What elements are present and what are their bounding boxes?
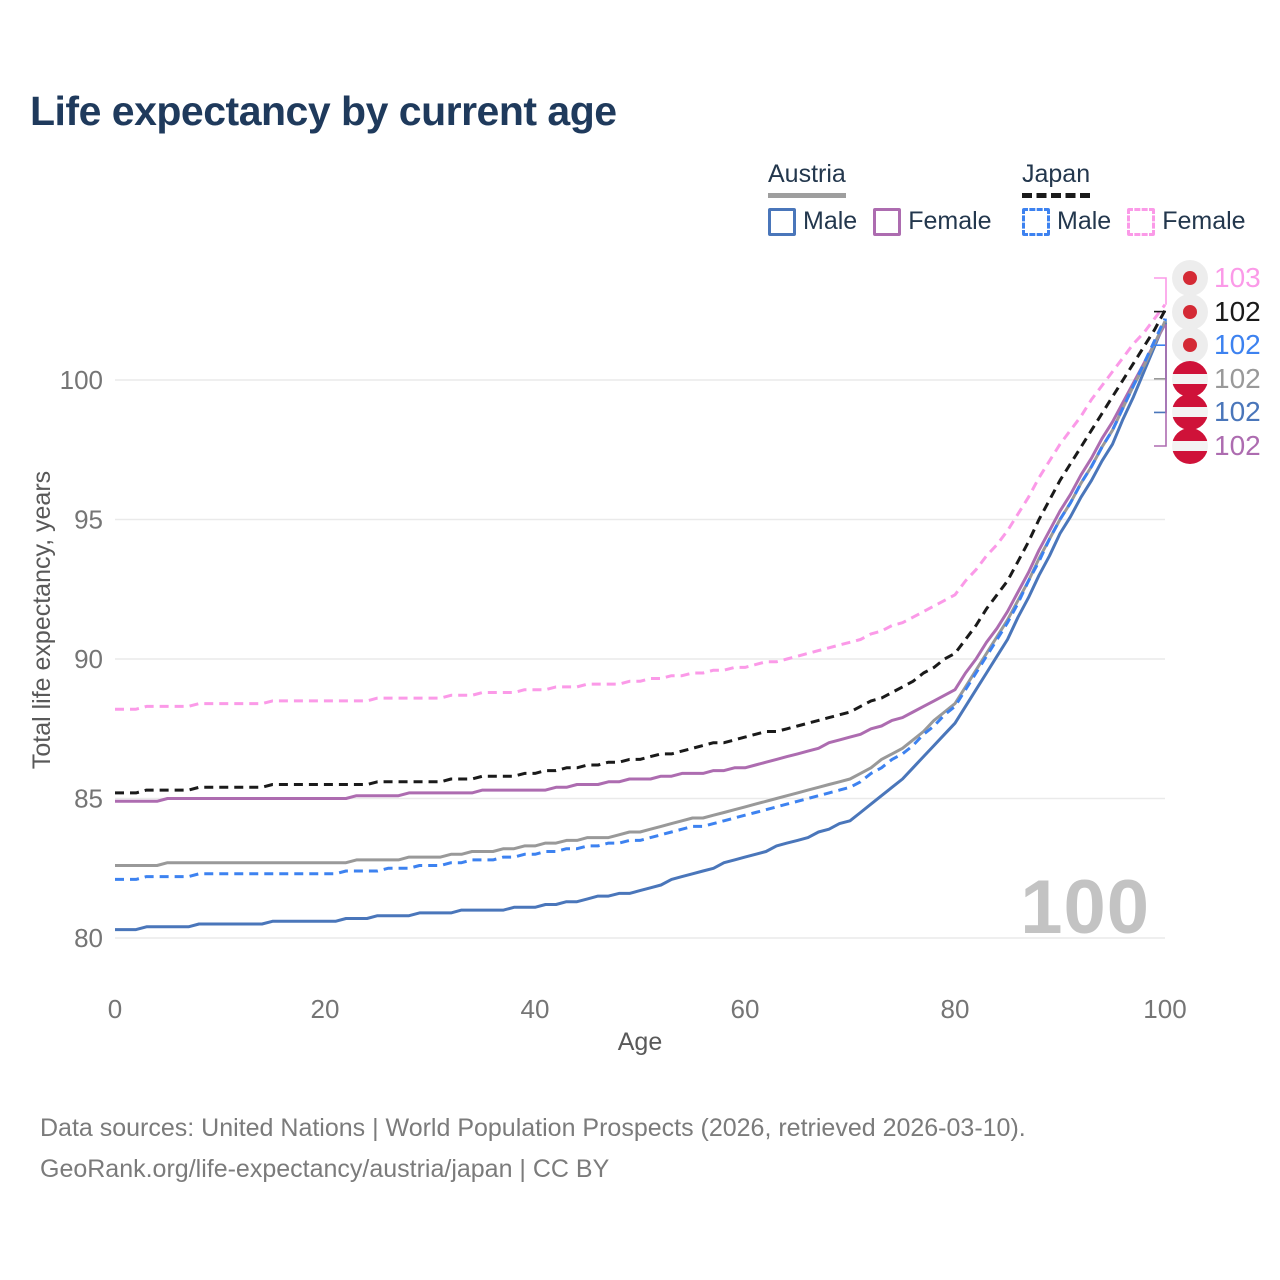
legend-label: Male <box>803 207 858 235</box>
series-line-austria-female <box>115 323 1167 803</box>
leader-line-austria-female <box>1154 324 1167 447</box>
y-axis-title: Total life expectancy, years <box>28 471 56 769</box>
y-tick-95: 95 <box>74 505 103 535</box>
footer-line-1: Data sources: United Nations | World Pop… <box>40 1114 1026 1142</box>
legend-row-austria: Male Female <box>768 207 992 236</box>
series-line-japan <box>115 309 1167 795</box>
legend-item-japan-female[interactable]: Female <box>1127 207 1246 236</box>
y-tick-85: 85 <box>74 784 103 814</box>
japan-flag-icon <box>1172 260 1208 296</box>
austria-male-swatch-icon <box>768 207 796 236</box>
japan-male-swatch-icon <box>1022 207 1050 236</box>
end-value-japan-male: 102 <box>1214 329 1261 361</box>
x-tick-80: 80 <box>941 994 970 1024</box>
x-tick-60: 60 <box>731 994 760 1024</box>
austria-female-swatch-icon <box>873 207 902 236</box>
y-tick-100: 100 <box>60 365 103 395</box>
x-tick-40: 40 <box>521 994 550 1024</box>
data-sources-footer: Data sources: United Nations | World Pop… <box>40 1108 1026 1190</box>
series-line-austria-male <box>115 320 1167 932</box>
legend-group-japan: Japan Male Female <box>1022 160 1246 236</box>
japan-female-swatch-icon <box>1127 207 1156 236</box>
end-value-austria: 102 <box>1214 362 1261 394</box>
x-axis-title: Age <box>618 1028 662 1056</box>
series-line-japan-male <box>115 317 1167 881</box>
legend-label: Female <box>1162 207 1246 235</box>
end-value-japan: 102 <box>1214 295 1261 327</box>
legend-country-japan[interactable]: Japan <box>1022 160 1091 198</box>
legend-country-austria[interactable]: Austria <box>768 160 846 198</box>
japan-flag-icon <box>1172 293 1208 330</box>
legend-item-japan-male[interactable]: Male <box>1022 207 1111 236</box>
end-value-japan-female: 103 <box>1214 262 1261 293</box>
austria-flag-icon <box>1172 360 1208 397</box>
page-title: Life expectancy by current age <box>30 88 617 134</box>
series-line-japan-female <box>115 303 1167 711</box>
end-value-austria-female: 102 <box>1214 430 1261 461</box>
footer-line-2: GeoRank.org/life-expectancy/austria/japa… <box>40 1155 610 1183</box>
leader-line-japan-female <box>1154 277 1167 305</box>
x-tick-20: 20 <box>311 994 340 1024</box>
age-watermark: 100 <box>1020 865 1150 950</box>
austria-flag-icon <box>1172 394 1208 431</box>
austria-flag-icon <box>1172 428 1208 464</box>
end-value-austria-male: 102 <box>1214 396 1261 428</box>
legend-item-austria-male[interactable]: Male <box>768 207 857 236</box>
legend-group-austria: Austria Male Female <box>768 160 992 236</box>
legend-label: Male <box>1057 207 1112 235</box>
x-tick-100: 100 <box>1143 994 1186 1024</box>
legend-row-japan: Male Female <box>1022 207 1246 236</box>
legend-label: Female <box>908 207 992 235</box>
y-tick-80: 80 <box>74 923 103 953</box>
y-tick-90: 90 <box>74 644 103 674</box>
x-tick-0: 0 <box>108 994 122 1024</box>
japan-flag-icon <box>1172 327 1208 364</box>
legend-item-austria-female[interactable]: Female <box>873 207 992 236</box>
